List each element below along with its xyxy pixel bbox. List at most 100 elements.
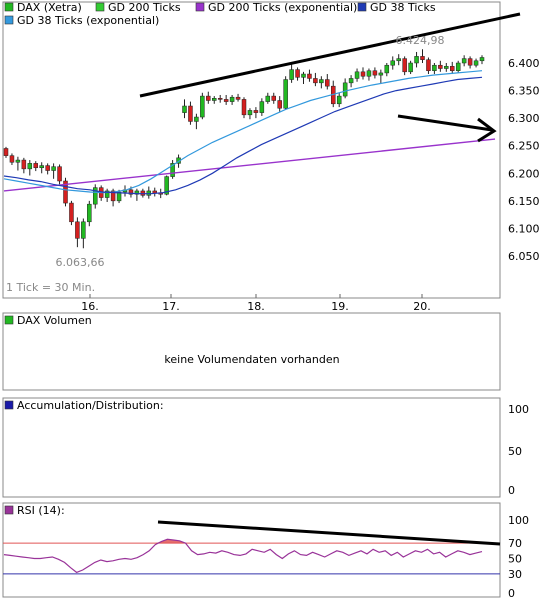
- ad-y-tick-1: 50: [508, 445, 522, 458]
- candle-body: [27, 163, 33, 170]
- candle-body: [307, 73, 312, 79]
- rsi-overbought-fill: [4, 539, 482, 544]
- candle-body: [420, 56, 425, 60]
- rsi-y-tick-1: 70: [508, 537, 522, 550]
- candle-body: [33, 163, 38, 169]
- candle-body: [336, 95, 342, 105]
- x-tick-label-1: 17.: [162, 300, 180, 313]
- candle-body: [378, 72, 384, 76]
- candle-body: [81, 221, 86, 239]
- trend-arrow-head: [477, 117, 497, 143]
- candle-body: [21, 159, 27, 170]
- candle-body: [432, 64, 437, 71]
- ad-y-tick-2: 0: [508, 484, 515, 497]
- candle-body: [259, 101, 265, 113]
- y-tick-label-3: 6.250: [508, 140, 540, 153]
- candle-body: [170, 163, 175, 177]
- x-tick-label-2: 18.: [247, 300, 265, 313]
- candle-body: [212, 98, 217, 101]
- candle-body: [217, 98, 223, 100]
- candle-body: [265, 95, 271, 102]
- candle-body: [325, 79, 330, 87]
- legend-label-1: GD 200 Ticks: [108, 1, 181, 14]
- candle-body: [3, 148, 9, 156]
- volume-legend-label: DAX Volumen: [17, 314, 92, 327]
- legend-swatch-4: [4, 15, 14, 25]
- ad-y-tick-0: 100: [508, 403, 529, 416]
- candle-body: [206, 95, 211, 101]
- candle-body: [289, 69, 294, 80]
- candle-body: [134, 190, 140, 195]
- candle-body: [229, 96, 235, 102]
- candle-body: [104, 190, 110, 198]
- x-tick-label-4: 20.: [413, 300, 431, 313]
- ad-legend-label: Accumulation/Distribution:: [17, 399, 164, 412]
- candle-body: [51, 166, 56, 171]
- rsi-legend-label: RSI (14):: [17, 504, 65, 517]
- x-tick-label-0: 16.: [81, 300, 99, 313]
- high-price-label: 6.424,98: [396, 34, 445, 47]
- candle-body: [295, 69, 300, 78]
- candle-body: [467, 58, 473, 66]
- y-tick-label-4: 6.200: [508, 167, 540, 180]
- candle-body: [402, 58, 407, 73]
- candle-body: [390, 60, 395, 66]
- legend-label-0: DAX (Xetra): [17, 1, 82, 14]
- candle-body: [301, 73, 306, 78]
- legend-swatch-1: [95, 2, 105, 12]
- volume-panel-frame: [2, 312, 501, 391]
- legend-label-3: GD 38 Ticks: [370, 1, 436, 14]
- y-tick-label-7: 6.050: [508, 250, 540, 263]
- candle-body: [200, 95, 205, 118]
- y-tick-label-2: 6.300: [508, 112, 540, 125]
- gd200-exp-line: [3, 138, 496, 192]
- candle-body: [426, 59, 431, 71]
- candle-body: [277, 100, 282, 109]
- candle-body: [110, 190, 116, 202]
- rsi-y-tick-2: 50: [508, 553, 522, 566]
- candle-body: [473, 60, 479, 66]
- y-tick-label-6: 6.100: [508, 222, 540, 235]
- candle-body: [39, 165, 44, 169]
- rsi-y-tick-0: 100: [508, 514, 529, 527]
- candle-body: [319, 79, 324, 84]
- candle-body: [128, 189, 134, 195]
- low-price-label: 6.063,66: [56, 256, 105, 269]
- ad-panel-frame: [2, 397, 501, 498]
- y-tick-label-1: 6.350: [508, 85, 540, 98]
- rsi-line: [3, 538, 483, 574]
- candle-body: [271, 95, 276, 101]
- candle-body: [348, 78, 354, 84]
- candle-body: [194, 116, 199, 122]
- candle-body: [396, 58, 401, 62]
- candle-body: [372, 70, 378, 76]
- candle-body: [461, 58, 467, 64]
- price-panel-frame: [2, 1, 501, 299]
- gd38-line: [3, 76, 483, 195]
- legend-label-4: GD 38 Ticks (exponential): [17, 14, 159, 27]
- candle-body: [188, 105, 193, 122]
- ad-legend-swatch: [4, 400, 14, 410]
- legend-swatch-2: [195, 2, 205, 12]
- candle-body: [360, 71, 366, 77]
- candle-body: [116, 191, 122, 202]
- candle-body: [354, 71, 360, 79]
- x-tick-label-3: 19.: [331, 300, 349, 313]
- legend-swatch-0: [4, 2, 14, 12]
- candle-body: [93, 187, 98, 205]
- candle-body: [63, 180, 68, 204]
- rsi-panel-frame: [2, 502, 501, 598]
- candle-body: [87, 203, 92, 223]
- rsi-y-tick-3: 30: [508, 568, 522, 581]
- candle-body: [414, 56, 419, 64]
- candle-body: [438, 64, 443, 69]
- candle-body: [9, 155, 15, 163]
- candle-body: [342, 82, 348, 97]
- candle-body: [69, 202, 74, 223]
- candle-body: [283, 79, 288, 109]
- candle-body: [313, 78, 318, 84]
- legend-swatch-3: [357, 2, 367, 12]
- candle-body: [15, 159, 21, 163]
- candle-body: [57, 166, 62, 182]
- candle-body: [444, 66, 449, 69]
